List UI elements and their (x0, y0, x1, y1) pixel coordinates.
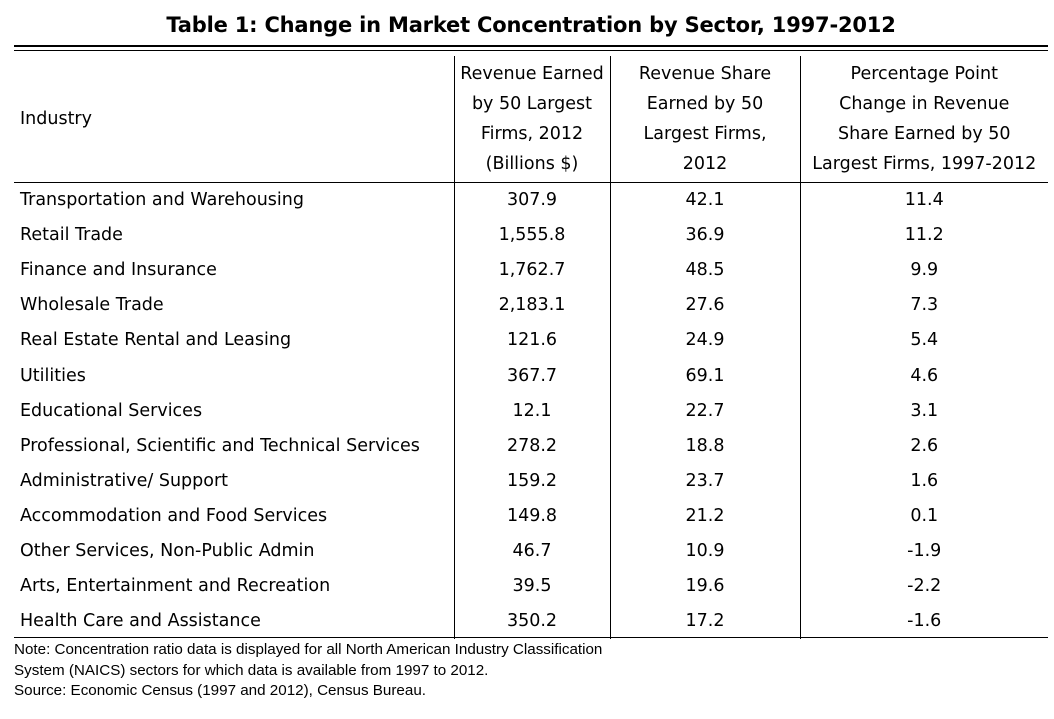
header-share-line: 2012 (682, 154, 728, 174)
cell-industry: Professional, Scientific and Technical S… (20, 435, 420, 456)
cell-industry: Real Estate Rental and Leasing (20, 330, 292, 351)
header-share: Revenue Share Earned by 50 Largest Firms… (609, 56, 800, 183)
table-notes: Note: Concentration ratio data is displa… (14, 640, 774, 702)
cell-industry: Accommodation and Food Services (20, 505, 328, 526)
cell-change: 5.4 (799, 323, 1048, 359)
header-change-line: Share Earned by 50 (837, 124, 1011, 144)
cell-industry: Arts, Entertainment and Recreation (20, 576, 331, 597)
cell-revenue: 46.7 (453, 533, 610, 570)
cell-share: 17.2 (609, 604, 800, 640)
cell-industry: Health Care and Assistance (20, 611, 261, 632)
cell-share: 22.7 (609, 393, 800, 429)
header-industry-label: Industry (20, 109, 92, 129)
cell-share: 24.9 (609, 323, 800, 359)
cell-revenue: 367.7 (453, 358, 610, 394)
cell-revenue: 149.8 (453, 498, 610, 534)
cell-industry: Utilities (20, 365, 86, 386)
note-line: Note: Concentration ratio data is displa… (14, 641, 603, 658)
cell-change: 11.2 (799, 218, 1048, 254)
cell-change: 7.3 (799, 288, 1048, 324)
table-row: Wholesale Trade 2,183.1 27.6 7.3 (14, 288, 1048, 324)
table-row: Professional, Scientific and Technical S… (14, 428, 1048, 464)
header-change-line: Percentage Point (850, 64, 998, 84)
cell-revenue: 2,183.1 (453, 288, 610, 324)
table-row: Real Estate Rental and Leasing 121.6 24.… (14, 323, 1048, 359)
table-row: Transportation and Warehousing 307.9 42.… (14, 182, 1048, 219)
cell-share: 27.6 (609, 288, 800, 324)
header-revenue: Revenue Earned by 50 Largest Firms, 2012… (453, 56, 610, 183)
table-row: Finance and Insurance 1,762.7 48.5 9.9 (14, 253, 1048, 289)
header-revenue-line: (Billions $) (485, 154, 579, 174)
header-share-line: Largest Firms, (643, 124, 767, 144)
cell-share: 42.1 (609, 182, 800, 219)
cell-share: 36.9 (609, 218, 800, 254)
header-change-line: Largest Firms, 1997-2012 (812, 154, 1037, 174)
cell-change: -1.6 (799, 604, 1048, 640)
cell-share: 21.2 (609, 498, 800, 534)
cell-change: 4.6 (799, 358, 1048, 394)
cell-share: 19.6 (609, 569, 800, 605)
cell-share: 23.7 (609, 463, 800, 499)
cell-industry: Transportation and Warehousing (20, 190, 304, 211)
cell-revenue: 39.5 (453, 569, 610, 605)
top-rule-thin (14, 50, 1048, 51)
cell-share: 48.5 (609, 253, 800, 289)
concentration-table: Industry Revenue Earned by 50 Largest Fi… (14, 56, 1048, 640)
source-line: Source: Economic Census (1997 and 2012),… (14, 682, 426, 699)
header-revenue-line: by 50 Largest (471, 94, 593, 114)
table-row: Educational Services 12.1 22.7 3.1 (14, 393, 1048, 429)
header-industry: Industry (14, 56, 454, 183)
header-share-line: Revenue Share (638, 64, 772, 84)
cell-change: 2.6 (799, 428, 1048, 464)
cell-industry: Wholesale Trade (20, 295, 164, 316)
cell-industry: Educational Services (20, 400, 203, 421)
cell-revenue: 159.2 (453, 463, 610, 499)
cell-industry: Administrative/ Support (20, 470, 229, 491)
header-change: Percentage Point Change in Revenue Share… (799, 56, 1048, 183)
cell-revenue: 350.2 (453, 604, 610, 640)
top-rule-thick (14, 45, 1048, 47)
cell-change: 1.6 (799, 463, 1048, 499)
cell-revenue: 1,555.8 (453, 218, 610, 254)
header-revenue-line: Revenue Earned (460, 64, 604, 84)
table-header-row: Industry Revenue Earned by 50 Largest Fi… (14, 56, 1048, 183)
cell-change: 0.1 (799, 498, 1048, 534)
table-row: Health Care and Assistance 350.2 17.2 -1… (14, 604, 1048, 640)
note-line: System (NAICS) sectors for which data is… (14, 661, 489, 679)
cell-change: 3.1 (799, 393, 1048, 429)
table-row: Accommodation and Food Services 149.8 21… (14, 498, 1048, 534)
table-title: Table 1: Change in Market Concentration … (166, 13, 896, 37)
table-row: Retail Trade 1,555.8 36.9 11.2 (14, 218, 1048, 254)
cell-revenue: 121.6 (453, 323, 610, 359)
bottom-rule (14, 637, 1048, 638)
cell-share: 10.9 (609, 533, 800, 570)
cell-change: 9.9 (799, 253, 1048, 289)
header-share-line: Earned by 50 (646, 94, 764, 114)
cell-change: -1.9 (799, 533, 1048, 570)
cell-revenue: 307.9 (453, 182, 610, 219)
table-row: Utilities 367.7 69.1 4.6 (14, 358, 1048, 394)
cell-change: -2.2 (799, 569, 1048, 605)
table-row: Administrative/ Support 159.2 23.7 1.6 (14, 463, 1048, 499)
cell-revenue: 1,762.7 (453, 253, 610, 289)
table-row: Arts, Entertainment and Recreation 39.5 … (14, 569, 1048, 605)
cell-revenue: 278.2 (453, 428, 610, 464)
table-row: Other Services, Non-Public Admin 46.7 10… (14, 533, 1048, 570)
cell-share: 18.8 (609, 428, 800, 464)
cell-industry: Other Services, Non-Public Admin (20, 540, 315, 561)
cell-share: 69.1 (609, 358, 800, 394)
cell-industry: Finance and Insurance (20, 260, 217, 281)
header-revenue-line: Firms, 2012 (480, 124, 584, 144)
cell-revenue: 12.1 (453, 393, 610, 429)
cell-industry: Retail Trade (20, 225, 123, 246)
header-change-line: Change in Revenue (839, 94, 1010, 114)
cell-change: 11.4 (799, 182, 1048, 219)
